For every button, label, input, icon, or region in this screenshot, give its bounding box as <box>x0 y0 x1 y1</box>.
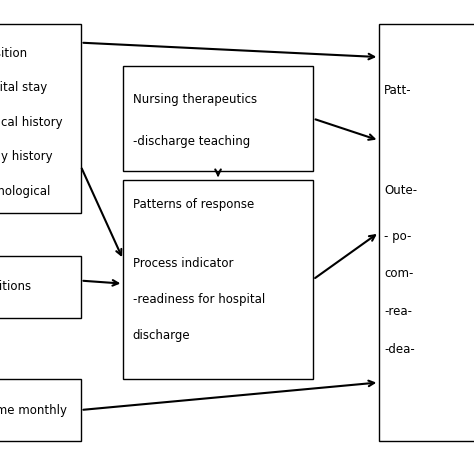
Bar <box>0 379 81 441</box>
Text: -family history: -family history <box>0 150 53 164</box>
Bar <box>123 180 313 379</box>
Text: -dea-: -dea- <box>384 343 415 356</box>
Text: -conditions: -conditions <box>0 280 32 293</box>
Bar <box>123 66 313 171</box>
Text: com-: com- <box>384 267 413 281</box>
Text: -transition: -transition <box>0 47 28 60</box>
Text: -medical history: -medical history <box>0 116 63 129</box>
Text: - po-: - po- <box>384 230 411 243</box>
Text: -hospital stay: -hospital stay <box>0 82 47 94</box>
Text: discharge: discharge <box>133 329 191 342</box>
Text: Patt-: Patt- <box>384 84 411 97</box>
Text: -discharge teaching: -discharge teaching <box>133 135 250 148</box>
Text: Patterns of response: Patterns of response <box>133 198 254 210</box>
Bar <box>379 24 474 441</box>
Text: -rea-: -rea- <box>384 305 412 318</box>
Text: -psychological: -psychological <box>0 185 51 198</box>
Text: Nursing therapeutics: Nursing therapeutics <box>133 93 257 106</box>
Text: -readiness for hospital: -readiness for hospital <box>133 293 265 306</box>
Text: Process indicator: Process indicator <box>133 257 233 270</box>
Text: -income monthly: -income monthly <box>0 403 67 417</box>
Bar <box>0 24 81 213</box>
Text: Oute-: Oute- <box>384 184 417 197</box>
Bar <box>0 256 81 318</box>
